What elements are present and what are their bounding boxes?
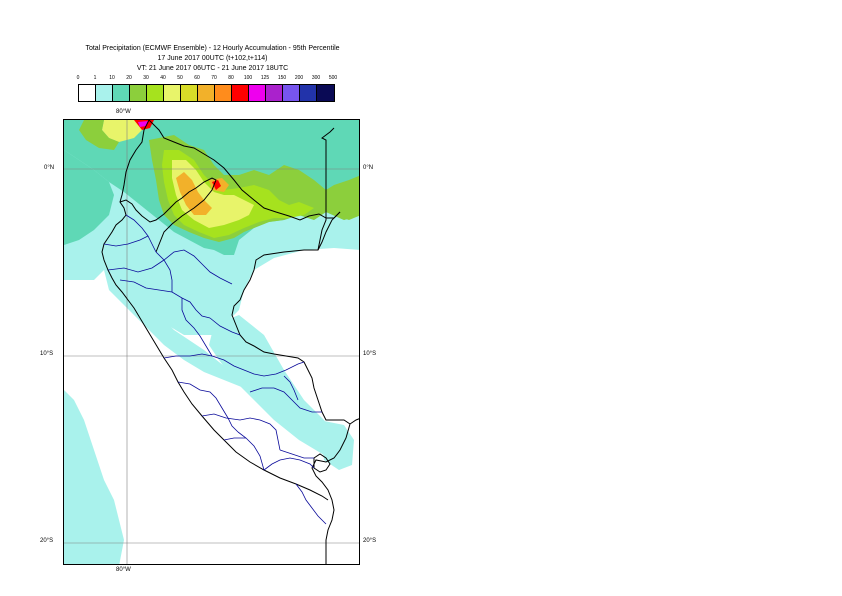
precip-area-light-south-ocean xyxy=(64,390,124,564)
lat-label-right-20: 20°S xyxy=(363,538,377,544)
precipitation-map[interactable] xyxy=(63,119,360,565)
lat-label-left-0: 0°N xyxy=(44,165,55,171)
legend-swatch xyxy=(79,85,96,101)
admin-border-17 xyxy=(263,457,315,471)
legend-label: 10 xyxy=(109,75,115,81)
legend-swatch xyxy=(113,85,130,101)
legend-swatch xyxy=(181,85,198,101)
admin-border-7 xyxy=(177,381,239,433)
admin-border-13 xyxy=(283,375,299,401)
legend-label: 1 xyxy=(93,75,97,81)
legend-swatch xyxy=(283,85,300,101)
legend-swatch xyxy=(266,85,283,101)
border-peru-bolivia xyxy=(311,423,351,564)
admin-border-2 xyxy=(107,249,233,285)
lat-label-right-10: 10°S xyxy=(363,351,377,357)
legend-label: 60 xyxy=(194,75,200,81)
legend-swatch xyxy=(198,85,215,101)
map-title: Total Precipitation (ECMWF Ensemble) - 1… xyxy=(0,44,425,74)
legend-label: 40 xyxy=(160,75,166,81)
legend-label: 125 xyxy=(260,75,270,81)
legend-label: 20 xyxy=(126,75,132,81)
legend-swatches xyxy=(78,84,335,102)
precip-area-yellow-northwest xyxy=(102,120,142,142)
legend-swatch xyxy=(215,85,232,101)
admin-border-8 xyxy=(201,413,281,451)
border-colombia-brazil xyxy=(317,127,335,251)
admin-border-14 xyxy=(223,437,246,441)
lat-label-left-20: 20°S xyxy=(40,538,54,544)
border-ecuador-colombia xyxy=(148,120,341,221)
legend-swatch xyxy=(130,85,147,101)
admin-border-11 xyxy=(279,449,314,459)
legend-label: 80 xyxy=(228,75,234,81)
precip-area-green-east xyxy=(324,182,359,220)
admin-border-4 xyxy=(181,298,213,357)
legend-label: 300 xyxy=(311,75,321,81)
map-svg xyxy=(64,120,359,564)
admin-border-1 xyxy=(119,279,211,319)
precip-area-red-spot xyxy=(212,180,221,190)
lake-titicaca xyxy=(313,453,331,473)
admin-border-5 xyxy=(209,317,241,336)
lat-label-left-10: 10°S xyxy=(40,351,54,357)
precip-area-light-south-east xyxy=(319,420,354,470)
precip-area-orange-core xyxy=(176,172,212,215)
legend-label: 0 xyxy=(76,75,80,81)
legend-swatch xyxy=(96,85,113,101)
top-longitude-label: 80°W xyxy=(116,109,131,115)
title-line-1: Total Precipitation (ECMWF Ensemble) - 1… xyxy=(85,45,340,52)
legend-swatch xyxy=(300,85,317,101)
legend-swatch xyxy=(249,85,266,101)
admin-border-10 xyxy=(249,387,322,413)
legend-label: 200 xyxy=(294,75,304,81)
legend-label: 30 xyxy=(143,75,149,81)
legend-label: 100 xyxy=(243,75,253,81)
precip-area-green-northwest xyxy=(79,120,119,150)
border-bolivia-brazil xyxy=(349,418,359,425)
legend-label: 70 xyxy=(211,75,217,81)
title-line-2: 17 June 2017 00UTC (t+102,t+114) xyxy=(157,55,268,62)
coastline xyxy=(101,120,329,501)
precip-area-teal-west-ocean xyxy=(64,150,114,245)
legend-labels: 0 1 10 20 30 40 50 60 70 80 100 125 150 200 300 500 xyxy=(76,75,368,84)
admin-border-15 xyxy=(125,214,157,253)
precip-area-light-coast-band xyxy=(104,270,274,392)
border-ecuador-peru xyxy=(119,177,217,253)
title-line-3: VT: 21 June 2017 06UTC - 21 June 2017 18… xyxy=(136,65,289,72)
legend-label: 150 xyxy=(277,75,287,81)
admin-border-12 xyxy=(295,483,327,525)
legend-label: 50 xyxy=(177,75,183,81)
legend-swatch xyxy=(147,85,164,101)
bottom-longitude-label: 80°W xyxy=(116,567,131,573)
precip-area-magenta-northwest xyxy=(138,121,148,127)
admin-border-6 xyxy=(163,353,305,377)
admin-border-9 xyxy=(237,431,265,471)
legend-swatch xyxy=(232,85,249,101)
legend-swatch xyxy=(164,85,181,101)
legend-label: 500 xyxy=(328,75,338,81)
lat-label-right-0: 0°N xyxy=(363,165,374,171)
admin-border-3 xyxy=(155,251,173,292)
admin-border-16 xyxy=(103,235,149,247)
legend-swatch xyxy=(317,85,334,101)
